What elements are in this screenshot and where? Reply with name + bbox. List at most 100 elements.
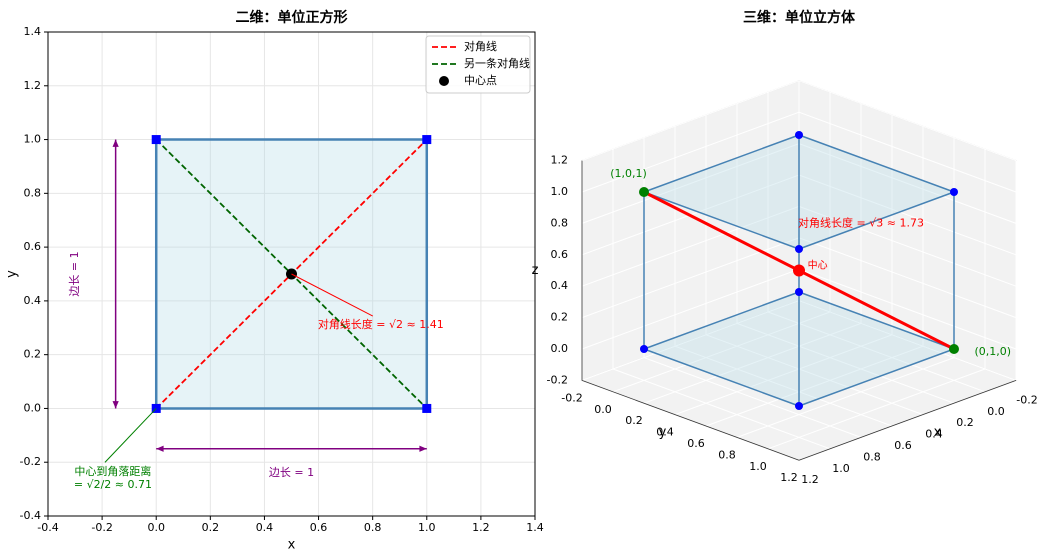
marker	[795, 288, 803, 296]
marker	[422, 135, 432, 145]
y-tick-label: 1.0	[24, 133, 42, 146]
grid-line	[581, 300, 800, 381]
grid-line	[798, 174, 1017, 256]
y-tick-label: 0.0	[24, 401, 42, 414]
z-tick-label: -0.2	[547, 373, 568, 386]
annotation: 中心	[808, 258, 828, 271]
x-tick-label: 1.0	[418, 521, 436, 534]
arrow-head	[112, 139, 119, 147]
grid-line	[581, 205, 800, 287]
grid-line	[643, 322, 862, 404]
annotation: 对角线长度 = √3 ≈ 1.73	[798, 215, 924, 229]
marker	[795, 402, 803, 410]
x-tick-label: 0.6	[310, 521, 328, 534]
legend-marker	[439, 76, 449, 86]
y-tick-label: 1.0	[749, 460, 767, 473]
x-tick-label: -0.4	[37, 521, 58, 534]
grid-line	[798, 237, 1017, 319]
y-tick-label: 0.8	[718, 448, 736, 461]
y-tick-label: -0.2	[561, 391, 582, 404]
grid-line	[581, 111, 800, 193]
annotation-arrow	[104, 408, 157, 463]
y-tick-label: 0.4	[24, 294, 42, 307]
grid-line	[767, 368, 986, 450]
legend-label: 另一条对角线	[464, 56, 530, 70]
arrow-head	[419, 445, 427, 452]
grid-line	[798, 300, 1017, 381]
grid-line	[767, 311, 986, 393]
grid-line	[798, 80, 1017, 162]
annotation: 对角线长度 = √2 ≈ 1.41	[318, 317, 444, 331]
marker	[422, 403, 432, 413]
grid-line	[581, 80, 800, 162]
y-axis-label: y	[5, 270, 20, 278]
grid-line	[705, 345, 924, 427]
x-tick-label: 0.0	[147, 521, 165, 534]
x-tick-label: 0.2	[202, 521, 220, 534]
y-tick-label: 0.0	[594, 403, 612, 416]
grid-line	[643, 357, 862, 438]
y-tick-label: 1.2	[24, 79, 42, 92]
y-tick-label: 0.6	[24, 240, 42, 253]
x-tick-label: -0.2	[91, 521, 112, 534]
z-tick-label: 1.0	[551, 185, 569, 198]
annotation: 中心到角落距离	[74, 464, 151, 478]
chart-title: 三维：单位立方体	[743, 9, 856, 26]
y-axis-label: y	[659, 425, 667, 440]
grid-line	[581, 268, 800, 350]
grid-line	[612, 311, 831, 393]
marker	[151, 135, 161, 145]
grid-line	[674, 334, 893, 416]
arrow-head	[112, 401, 119, 409]
y-tick-label: 0.4	[656, 426, 674, 439]
annotation: (1,0,1)	[610, 167, 647, 180]
annotation: 边长 = 1	[269, 466, 314, 479]
grid-line	[798, 111, 1017, 193]
x-tick-label: 1.2	[801, 473, 819, 486]
grid-line	[612, 368, 831, 450]
legend-label: 中心点	[464, 74, 497, 87]
legend-label: 对角线	[464, 39, 497, 53]
grid-line	[674, 345, 893, 427]
x-tick-label: 1.4	[526, 521, 544, 534]
x-tick-label: 0.2	[956, 416, 974, 429]
legend-box	[425, 35, 531, 94]
marker	[949, 344, 959, 354]
marker	[795, 131, 803, 139]
chart-title: 二维：单位正方形	[236, 9, 348, 26]
y-tick-label: 0.8	[24, 186, 42, 199]
x-tick-label: 0.8	[364, 521, 382, 534]
x-tick-label: 1.2	[472, 521, 490, 534]
annotation: (0,1,0)	[974, 345, 1011, 358]
y-tick-label: -0.4	[20, 509, 41, 522]
y-tick-label: 1.2	[780, 471, 798, 484]
series-line	[643, 134, 955, 407]
y-tick-label: 0.2	[625, 414, 643, 427]
grid-line	[736, 322, 955, 404]
z-tick-label: 0.6	[551, 248, 569, 261]
annotation-arrow	[291, 273, 374, 317]
plot-frame	[47, 31, 536, 517]
grid-line	[798, 205, 1017, 287]
z-tick-label: 0.4	[551, 279, 569, 292]
annotation: = √2/2 ≈ 0.71	[74, 478, 152, 491]
z-axis-label: z	[532, 263, 539, 278]
z-tick-label: 0.0	[551, 342, 569, 355]
z-tick-label: 0.2	[551, 311, 569, 324]
x-tick-label: -0.2	[1016, 393, 1037, 406]
y-tick-label: -0.2	[20, 455, 41, 468]
marker	[950, 188, 958, 196]
grid-line	[736, 357, 955, 438]
marker	[795, 245, 803, 253]
x-tick-label: 0.6	[894, 439, 912, 452]
x-axis-label: x	[934, 425, 942, 440]
grid-line	[581, 143, 800, 224]
y-tick-label: 0.6	[687, 437, 705, 450]
x-tick-label: 1.0	[832, 462, 850, 475]
grid-line	[798, 143, 1017, 224]
x-tick-label: 0.0	[987, 405, 1005, 418]
z-tick-label: 0.8	[551, 216, 569, 229]
marker	[639, 187, 649, 197]
y-tick-label: 0.2	[24, 348, 42, 361]
